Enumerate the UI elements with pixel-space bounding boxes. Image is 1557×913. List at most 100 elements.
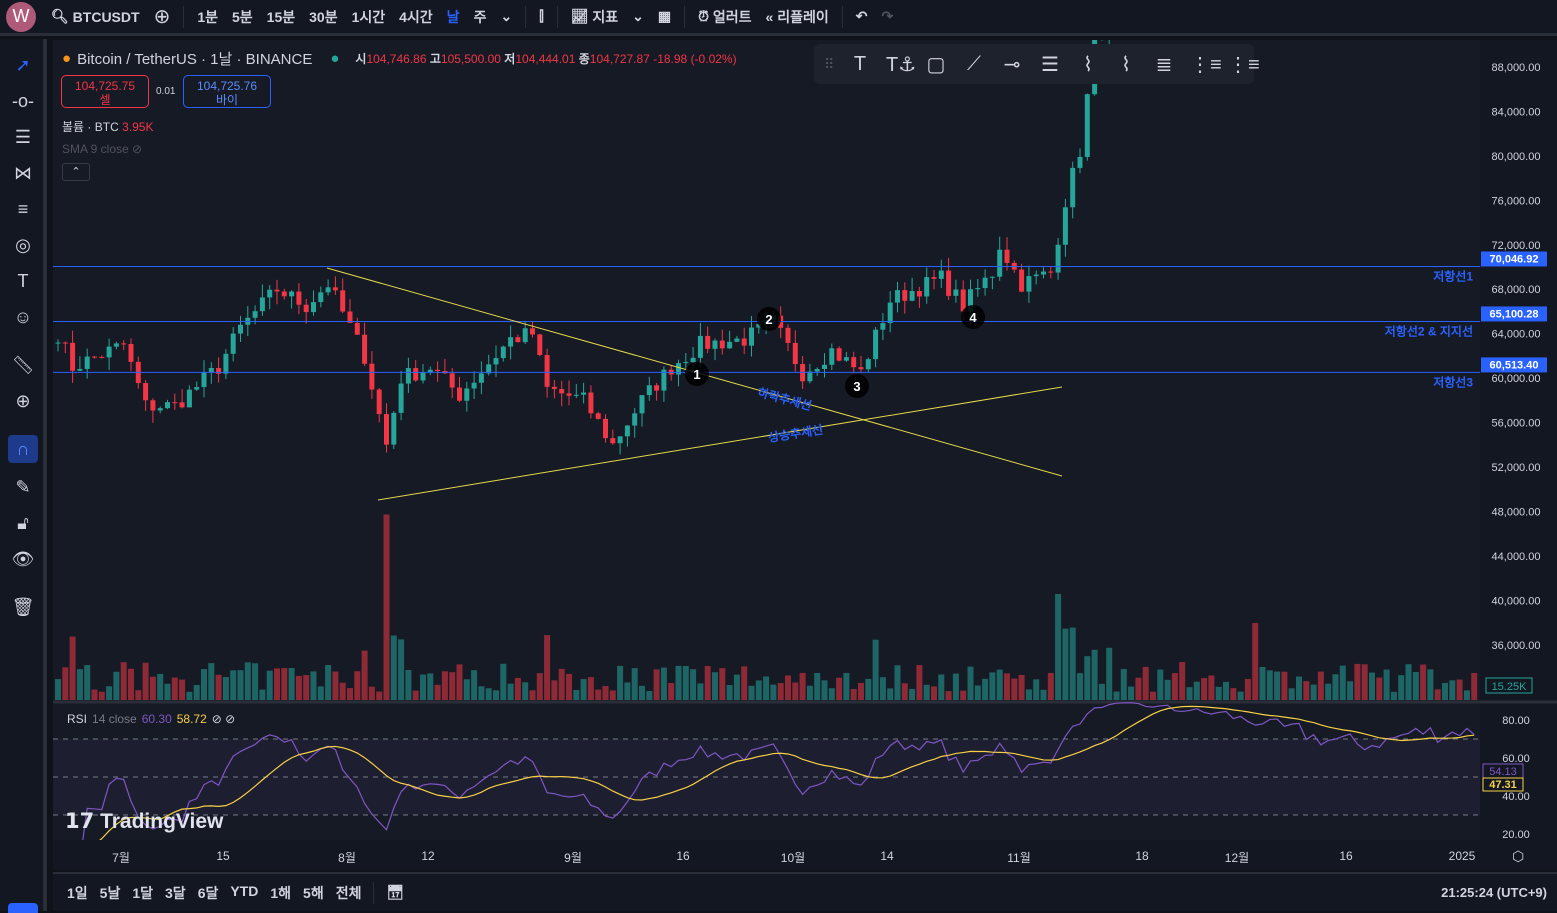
interval-5[interactable]: 4시간 — [399, 8, 433, 25]
volume-bar — [1047, 672, 1054, 700]
candle — [216, 368, 222, 374]
trend-line-icon[interactable]: ⟋ — [967, 52, 981, 75]
price-chart[interactable]: 88,000.00 84,000.00 80,000.00 76,000.00 72,0… — [53, 40, 1557, 873]
volume-bar — [1354, 663, 1361, 700]
goto-date-icon[interactable]: 📅︎ — [386, 884, 405, 900]
anchored-text-icon[interactable]: T⚓︎ — [886, 53, 917, 76]
volume-bar — [828, 688, 835, 700]
undo-icon[interactable]: ↶ — [855, 8, 868, 24]
collapse-legend-button[interactable]: ⌃ — [62, 163, 90, 181]
redo-icon[interactable]: ↷ — [881, 8, 894, 24]
spread: 0.01 — [156, 86, 176, 97]
trash-icon[interactable]: 🗑︎ — [11, 596, 35, 617]
price-tick: 76,000.00 — [1492, 195, 1541, 207]
settings-icon[interactable]: ⬡ — [1512, 848, 1525, 864]
volume-bar — [909, 688, 916, 700]
volume-bar — [799, 672, 806, 700]
volume-bar — [201, 669, 207, 700]
lock-icon[interactable]: 🔓︎ — [17, 512, 29, 533]
user-avatar[interactable]: W — [6, 1, 36, 32]
volume-bar — [1405, 664, 1412, 700]
candle — [121, 343, 127, 345]
interval-6[interactable]: 날 — [446, 8, 460, 25]
range-7[interactable]: 5해 — [303, 884, 324, 901]
interval-2[interactable]: 15분 — [266, 8, 296, 25]
fib-channel-icon[interactable]: ⋮≡ — [1228, 53, 1260, 76]
candle — [822, 364, 827, 369]
candle — [391, 412, 397, 445]
indicators-button[interactable]: 📈︎ 지표 — [564, 0, 625, 33]
interval-1[interactable]: 5분 — [232, 8, 253, 25]
text-icon[interactable]: T — [17, 270, 29, 291]
symbol-search[interactable]: 🔍︎ BTCUSDT — [44, 0, 147, 33]
tradingview-watermark: 𝟭𝟳 TradingView — [65, 810, 224, 833]
candle — [1033, 274, 1039, 277]
candle-type-icon[interactable]: ⫿ — [539, 8, 544, 24]
range-2[interactable]: 1달 — [132, 884, 154, 901]
emoji-icon[interactable]: ☺ — [13, 306, 33, 327]
zoom-in-icon[interactable]: ⊕ — [15, 390, 31, 411]
interval-4[interactable]: 1시간 — [351, 8, 386, 25]
fib-lines-icon[interactable]: ☰ — [14, 126, 32, 147]
range-6[interactable]: 1해 — [270, 884, 292, 901]
layout-grid-icon[interactable]: ▦ — [657, 8, 672, 24]
alert-button[interactable]: ⏰︎ 얼러트 — [691, 0, 758, 33]
horizontal-ray-icon[interactable]: -o- — [12, 90, 34, 111]
candle — [997, 249, 1003, 277]
candle — [865, 359, 871, 370]
pattern-icon[interactable]: ⋈ — [14, 162, 32, 183]
horizontal-ray-icon[interactable]: ⊸ — [1003, 53, 1021, 76]
candle — [843, 357, 849, 361]
clock[interactable]: 21:25:24 (UTC+9) — [1441, 885, 1547, 900]
range-0[interactable]: 1일 — [67, 884, 88, 901]
volume-bar — [1208, 675, 1215, 700]
interval-7[interactable]: 주 — [473, 8, 487, 25]
candle — [537, 334, 543, 355]
cursor-icon[interactable]: ➚ — [15, 54, 31, 75]
volume-bar — [1369, 672, 1375, 700]
candle — [208, 368, 214, 373]
chart-pane[interactable]: 88,000.00 84,000.00 80,000.00 76,000.00 72,0… — [53, 40, 1557, 873]
buy-button[interactable]: 104,725.76 바이 — [183, 75, 271, 108]
projection-icon[interactable]: ≡ — [17, 198, 29, 219]
eye-icon[interactable]: 👁︎ — [11, 548, 35, 569]
magnet-icon[interactable]: ∩ — [8, 435, 38, 463]
abc-pattern-icon[interactable]: ⌇ — [1121, 53, 1131, 76]
drag-handle-icon[interactable]: ⠿ — [824, 55, 835, 72]
eye-off-icon[interactable]: ⊘ — [132, 142, 143, 156]
brush-icon[interactable]: ◎ — [15, 234, 31, 255]
volume-bar — [1252, 622, 1259, 700]
volume-bar — [259, 689, 266, 700]
interval-0[interactable]: 1분 — [197, 8, 218, 25]
volume-bar — [1325, 683, 1332, 700]
volume-bar — [186, 691, 193, 700]
candle — [785, 327, 791, 343]
range-8[interactable]: 전체 — [335, 884, 362, 901]
chevron-down-icon[interactable]: ⌄ — [632, 8, 644, 24]
elliott-impulse-icon[interactable]: ⌇ — [1083, 53, 1093, 76]
volume-bar — [974, 685, 981, 700]
interval-3[interactable]: 30분 — [309, 8, 338, 25]
ruler-icon[interactable]: 📏︎ — [11, 354, 35, 375]
range-3[interactable]: 3달 — [165, 884, 186, 901]
volume-bar — [938, 674, 945, 700]
candle — [1041, 271, 1046, 275]
candle — [887, 302, 893, 324]
replay-button[interactable]: « 리플레이 — [759, 0, 836, 33]
range-4[interactable]: 6달 — [197, 884, 219, 901]
pencil-lock-icon[interactable]: ✎ — [15, 476, 31, 497]
parallel-channel-icon[interactable]: ☰ — [1041, 53, 1059, 76]
sell-button[interactable]: 104,725.75 셀 — [61, 75, 149, 108]
scroll-up-button[interactable] — [8, 903, 38, 913]
chevron-down-icon[interactable]: ⌄ — [500, 8, 513, 24]
text-tool-icon[interactable]: T — [853, 52, 867, 75]
candle — [128, 344, 134, 362]
time-axis[interactable]: 7월 15 8월 12 9월 16 10월 14 11월 18 12월 16 2025 — [53, 840, 1557, 870]
fib-extension-icon[interactable]: ⋮≡ — [1190, 53, 1222, 76]
fib-retracement-icon[interactable]: ≣ — [1155, 53, 1173, 76]
range-5[interactable]: YTD — [230, 882, 259, 899]
rectangle-icon[interactable]: ▢ — [926, 53, 946, 76]
volume-bar — [726, 685, 733, 700]
range-1[interactable]: 5날 — [99, 884, 121, 901]
add-symbol-button[interactable]: ⊕ — [153, 6, 171, 28]
